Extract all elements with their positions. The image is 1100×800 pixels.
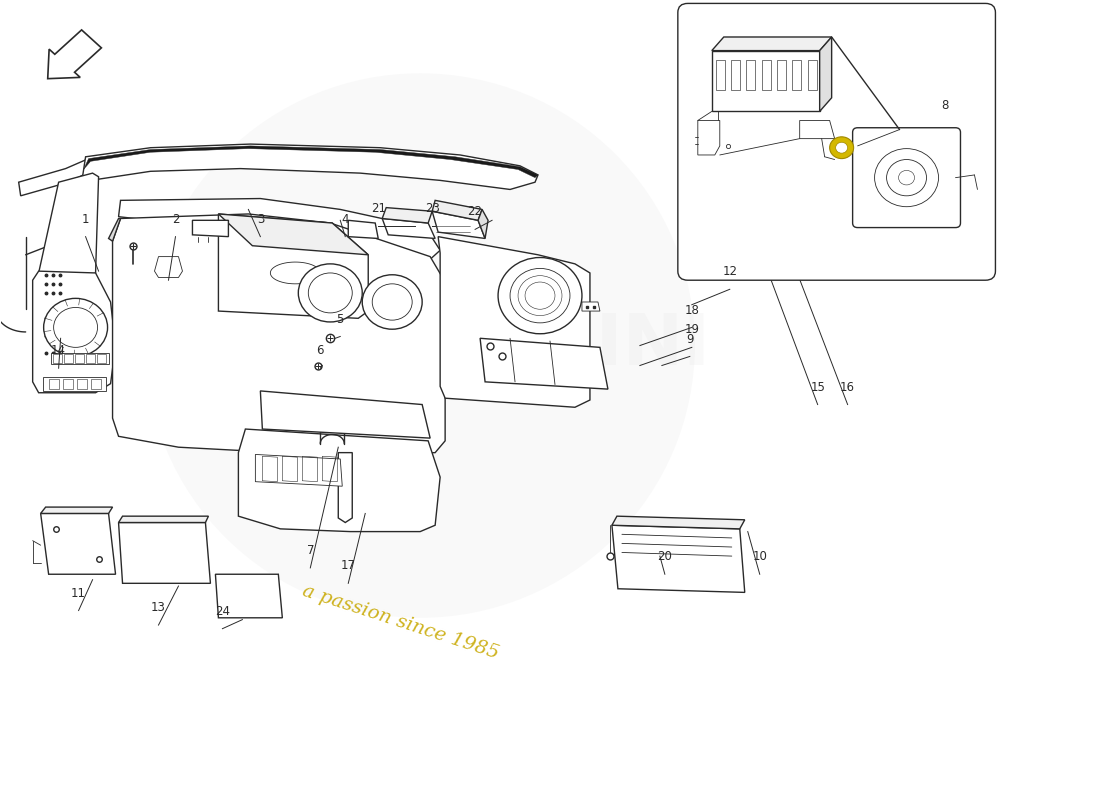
Polygon shape (19, 158, 96, 196)
Polygon shape (41, 507, 112, 514)
Text: 12: 12 (723, 266, 737, 278)
Polygon shape (382, 218, 436, 238)
Text: 11: 11 (72, 586, 86, 600)
Text: 20: 20 (658, 550, 672, 563)
Text: 24: 24 (214, 605, 230, 618)
FancyBboxPatch shape (852, 128, 960, 227)
Text: 13: 13 (151, 601, 166, 614)
Polygon shape (39, 173, 99, 291)
Polygon shape (612, 516, 745, 529)
Polygon shape (261, 391, 430, 438)
Polygon shape (43, 378, 106, 391)
Circle shape (298, 264, 362, 322)
Polygon shape (582, 302, 600, 311)
Polygon shape (33, 271, 116, 393)
Polygon shape (432, 211, 485, 238)
Polygon shape (154, 257, 183, 278)
Text: 3: 3 (256, 213, 264, 226)
Polygon shape (119, 522, 210, 583)
Circle shape (44, 298, 108, 357)
Polygon shape (480, 338, 608, 389)
Text: 14: 14 (51, 344, 66, 358)
Polygon shape (612, 526, 745, 592)
Text: a passion since 1985: a passion since 1985 (299, 582, 500, 662)
Text: 22: 22 (468, 206, 483, 218)
Polygon shape (255, 454, 342, 486)
Polygon shape (432, 200, 482, 220)
Polygon shape (112, 214, 446, 454)
Circle shape (836, 142, 848, 153)
Polygon shape (712, 50, 820, 111)
Text: 8: 8 (940, 99, 948, 112)
Text: 17: 17 (341, 559, 355, 573)
Polygon shape (382, 208, 432, 223)
Polygon shape (109, 218, 121, 241)
Ellipse shape (145, 74, 695, 618)
Polygon shape (697, 121, 719, 155)
Text: 9: 9 (686, 333, 694, 346)
Text: 15: 15 (811, 381, 825, 394)
Polygon shape (339, 453, 352, 522)
Text: 10: 10 (752, 550, 767, 563)
Text: 4: 4 (341, 213, 349, 226)
Polygon shape (51, 353, 109, 364)
Text: 19: 19 (684, 323, 700, 337)
Polygon shape (219, 214, 368, 254)
Polygon shape (80, 144, 538, 190)
Polygon shape (41, 514, 116, 574)
Polygon shape (192, 220, 229, 237)
Polygon shape (438, 237, 590, 407)
Text: 16: 16 (840, 381, 855, 394)
Text: 2: 2 (172, 213, 179, 226)
Circle shape (829, 137, 854, 158)
Text: 5: 5 (337, 313, 344, 326)
Polygon shape (349, 220, 378, 238)
Text: 7: 7 (307, 544, 315, 557)
Polygon shape (119, 198, 440, 259)
Polygon shape (712, 37, 832, 50)
Polygon shape (239, 429, 440, 531)
Text: 21: 21 (371, 202, 386, 215)
Polygon shape (47, 30, 101, 78)
FancyBboxPatch shape (678, 3, 996, 280)
Circle shape (498, 258, 582, 334)
Text: 23: 23 (425, 202, 440, 215)
Circle shape (362, 274, 422, 330)
Polygon shape (84, 146, 538, 178)
Text: 1: 1 (81, 213, 89, 226)
Polygon shape (478, 210, 488, 238)
Text: LAMBORGHINI: LAMBORGHINI (130, 311, 711, 380)
Polygon shape (119, 516, 208, 522)
Polygon shape (219, 214, 368, 318)
Polygon shape (216, 574, 283, 618)
Polygon shape (820, 37, 832, 111)
Text: 18: 18 (684, 303, 700, 317)
Text: 6: 6 (317, 344, 324, 358)
Polygon shape (800, 121, 835, 138)
